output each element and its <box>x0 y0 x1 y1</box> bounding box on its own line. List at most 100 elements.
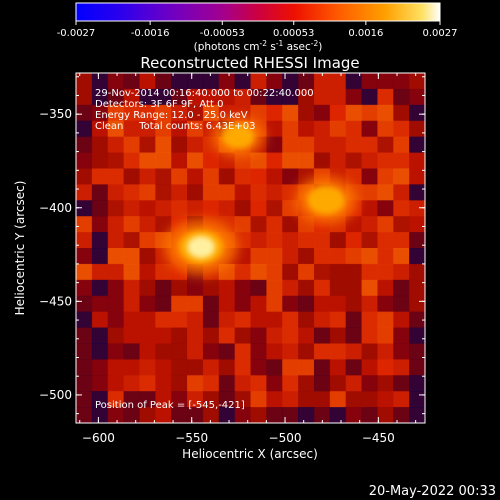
peak-position-label: Position of Peak = [-545,-421] <box>95 400 245 411</box>
heatmap-cell <box>123 263 141 281</box>
heatmap-cell <box>361 184 379 201</box>
heatmap-cell <box>250 375 267 392</box>
heatmap-cell <box>155 343 172 360</box>
heatmap-cell <box>361 407 379 423</box>
heatmap-cell <box>76 200 93 217</box>
heatmap-cell <box>329 136 347 154</box>
heatmap-cell <box>250 152 267 170</box>
y-axis-label: Heliocentric Y (arcsec) <box>13 181 27 316</box>
heatmap-cell <box>202 327 220 345</box>
heatmap-cell <box>282 200 299 217</box>
heatmap-cell <box>250 327 267 345</box>
heatmap-cell <box>202 295 220 313</box>
heatmap-cell <box>123 120 141 138</box>
heatmap-cell <box>155 120 172 138</box>
heatmap-cell <box>171 359 188 376</box>
heatmap-cell <box>123 375 141 392</box>
heatmap-cell <box>218 73 236 90</box>
heatmap-cell <box>91 184 109 201</box>
heatmap-cell <box>313 248 331 265</box>
heatmap-cell <box>202 375 220 392</box>
heatmap-cell <box>266 73 283 90</box>
heatmap-cell <box>139 359 156 376</box>
heatmap-cell <box>234 391 252 408</box>
heatmap-cell <box>76 295 93 313</box>
heatmap-cell <box>155 311 172 329</box>
heatmap-cell <box>393 311 410 329</box>
heatmap-cell <box>76 391 93 408</box>
heatmap-cell <box>250 263 267 281</box>
colorbar-ticks: -0.0027 -0.0016 -0.00053 0.00053 0.0016 0.002… <box>57 21 458 39</box>
heatmap-cell <box>329 152 347 170</box>
chart-title: Reconstructed RHESSI Image <box>140 54 359 72</box>
heatmap-cell <box>91 295 109 313</box>
heatmap-cell <box>107 311 125 329</box>
heatmap-cell <box>218 295 236 313</box>
heatmap-cell <box>393 136 410 154</box>
heatmap-cell <box>187 375 204 392</box>
heatmap-cell <box>107 104 125 122</box>
heatmap-cell <box>266 248 283 265</box>
heatmap-cell <box>377 200 394 217</box>
heatmap-cell <box>361 216 379 233</box>
heatmap-cell <box>409 391 425 408</box>
heatmap-cell <box>282 343 299 360</box>
heatmap-cell <box>361 200 379 217</box>
heatmap-cell <box>187 391 204 408</box>
heatmap-cell <box>313 152 331 170</box>
heatmap-cell <box>393 391 410 408</box>
heatmap-cell <box>155 88 172 106</box>
heatmap-cell <box>266 295 283 313</box>
heatmap-cell <box>298 104 315 122</box>
heatmap-cell <box>139 391 156 408</box>
heatmap-cell <box>345 295 363 313</box>
heatmap-cell <box>393 359 410 376</box>
heatmap-cell <box>171 327 188 345</box>
heatmap-cell <box>107 168 125 185</box>
heatmap-cell <box>202 104 220 122</box>
heatmap-cell <box>282 295 299 313</box>
heatmap-cell <box>393 343 410 360</box>
heatmap-cell <box>91 152 109 170</box>
heatmap-cell <box>298 136 315 154</box>
heatmap-cell <box>234 295 252 313</box>
heatmap-cell <box>155 375 172 392</box>
heatmap-cell <box>91 279 109 297</box>
heatmap-cell <box>282 136 299 154</box>
heatmap-cell <box>123 216 141 233</box>
colorbar-tick-label: 0.0016 <box>348 28 383 39</box>
heatmap-cell <box>345 391 363 408</box>
heatmap-cell <box>361 136 379 154</box>
emission-peak <box>187 235 216 259</box>
heatmap-cell <box>187 152 204 170</box>
y-tick-label: −500 <box>39 388 72 402</box>
heatmap-cell <box>250 168 267 185</box>
heatmap-cell <box>155 73 172 90</box>
heatmap-cell <box>266 375 283 392</box>
heatmap-cell <box>409 152 425 170</box>
heatmap-cell <box>266 216 283 233</box>
heatmap-cell <box>361 279 379 297</box>
heatmap-cell <box>298 375 315 392</box>
heatmap-cell <box>91 88 109 106</box>
heatmap-cell <box>409 168 425 185</box>
heatmap-cell <box>298 88 315 106</box>
annotation-clean-counts: Clean Total counts: 6.43E+03 <box>95 121 255 132</box>
heatmap-cell <box>298 359 315 376</box>
heatmap-cell <box>266 200 283 217</box>
heatmap-cell <box>361 311 379 329</box>
heatmap-cell <box>76 343 93 360</box>
heatmap-cell <box>345 311 363 329</box>
heatmap-cell <box>123 327 141 345</box>
heatmap-cell <box>250 248 267 265</box>
heatmap-cell <box>282 73 299 90</box>
heatmap-cell <box>250 184 267 201</box>
heatmap-cell <box>139 311 156 329</box>
heatmap-cell <box>187 295 204 313</box>
heatmap-cell <box>393 216 410 233</box>
heatmap-cell <box>266 136 283 154</box>
heatmap-cell <box>171 184 188 201</box>
heatmap-cell <box>377 104 394 122</box>
heatmap-cell <box>187 200 204 217</box>
heatmap-cell <box>393 104 410 122</box>
